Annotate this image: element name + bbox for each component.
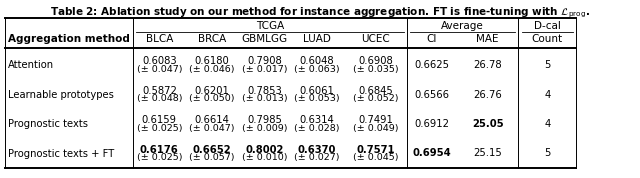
- Text: 0.7491: 0.7491: [358, 115, 393, 125]
- Text: (± 0.047): (± 0.047): [189, 124, 235, 133]
- Text: GBMLGG: GBMLGG: [241, 34, 287, 44]
- Text: TCGA: TCGA: [256, 21, 284, 31]
- Text: (± 0.027): (± 0.027): [294, 153, 340, 162]
- Text: (± 0.013): (± 0.013): [241, 94, 287, 103]
- Text: (± 0.053): (± 0.053): [294, 94, 340, 103]
- Text: (± 0.049): (± 0.049): [353, 124, 398, 133]
- Text: (± 0.050): (± 0.050): [189, 94, 235, 103]
- Text: (± 0.025): (± 0.025): [136, 153, 182, 162]
- Text: 0.6159: 0.6159: [142, 115, 177, 125]
- Text: (± 0.063): (± 0.063): [294, 65, 340, 74]
- Text: 0.6845: 0.6845: [358, 86, 393, 96]
- Text: Count: Count: [532, 34, 563, 44]
- Text: 0.7853: 0.7853: [247, 86, 282, 96]
- Text: Prognostic texts: Prognostic texts: [8, 119, 88, 129]
- Text: CI: CI: [427, 34, 437, 44]
- Text: 0.6048: 0.6048: [300, 56, 335, 66]
- Text: D-cal: D-cal: [534, 21, 561, 31]
- Text: (± 0.047): (± 0.047): [136, 65, 182, 74]
- Text: 0.6625: 0.6625: [415, 60, 449, 70]
- Text: 0.7908: 0.7908: [247, 56, 282, 66]
- Text: (± 0.025): (± 0.025): [136, 124, 182, 133]
- Text: 26.76: 26.76: [474, 90, 502, 100]
- Text: 0.6061: 0.6061: [300, 86, 335, 96]
- Text: 5: 5: [544, 148, 550, 158]
- Text: (± 0.009): (± 0.009): [241, 124, 287, 133]
- Text: (± 0.046): (± 0.046): [189, 65, 235, 74]
- Text: 4: 4: [544, 90, 550, 100]
- Text: (± 0.057): (± 0.057): [189, 153, 235, 162]
- Text: 0.6180: 0.6180: [195, 56, 229, 66]
- Text: UCEC: UCEC: [361, 34, 390, 44]
- Text: 0.8002: 0.8002: [245, 145, 284, 155]
- Text: (± 0.052): (± 0.052): [353, 94, 398, 103]
- Text: 0.7571: 0.7571: [356, 145, 395, 155]
- Text: 0.6614: 0.6614: [195, 115, 229, 125]
- Text: 0.6652: 0.6652: [193, 145, 231, 155]
- Text: 0.6083: 0.6083: [142, 56, 177, 66]
- Text: 0.5872: 0.5872: [142, 86, 177, 96]
- Text: 25.05: 25.05: [472, 119, 504, 129]
- Text: 0.7985: 0.7985: [247, 115, 282, 125]
- Text: 0.6176: 0.6176: [140, 145, 179, 155]
- Text: 0.6912: 0.6912: [415, 119, 449, 129]
- Text: 26.78: 26.78: [474, 60, 502, 70]
- Text: 0.6566: 0.6566: [415, 90, 449, 100]
- Text: 0.6370: 0.6370: [298, 145, 336, 155]
- Text: (± 0.017): (± 0.017): [241, 65, 287, 74]
- Text: 25.15: 25.15: [474, 148, 502, 158]
- Text: 0.6954: 0.6954: [413, 148, 451, 158]
- Text: (± 0.045): (± 0.045): [353, 153, 398, 162]
- Text: 5: 5: [544, 60, 550, 70]
- Text: LUAD: LUAD: [303, 34, 331, 44]
- Text: Aggregation method: Aggregation method: [8, 34, 129, 44]
- Text: Table 2: Ablation study on our method for instance aggregation. FT is fine-tunin: Table 2: Ablation study on our method fo…: [50, 5, 590, 20]
- Text: Average: Average: [442, 21, 484, 31]
- Text: BRCA: BRCA: [198, 34, 226, 44]
- Text: (± 0.010): (± 0.010): [241, 153, 287, 162]
- Text: 0.6201: 0.6201: [195, 86, 229, 96]
- Text: BLCA: BLCA: [146, 34, 173, 44]
- Text: Learnable prototypes: Learnable prototypes: [8, 90, 113, 100]
- Text: MAE: MAE: [476, 34, 499, 44]
- Text: 0.6908: 0.6908: [358, 56, 393, 66]
- Text: Prognostic texts + FT: Prognostic texts + FT: [8, 148, 114, 159]
- Text: 0.6314: 0.6314: [300, 115, 335, 125]
- Text: (± 0.035): (± 0.035): [353, 65, 398, 74]
- Text: 4: 4: [544, 119, 550, 129]
- Text: (± 0.028): (± 0.028): [294, 124, 340, 133]
- Text: Attention: Attention: [8, 60, 54, 70]
- Text: (± 0.048): (± 0.048): [136, 94, 182, 103]
